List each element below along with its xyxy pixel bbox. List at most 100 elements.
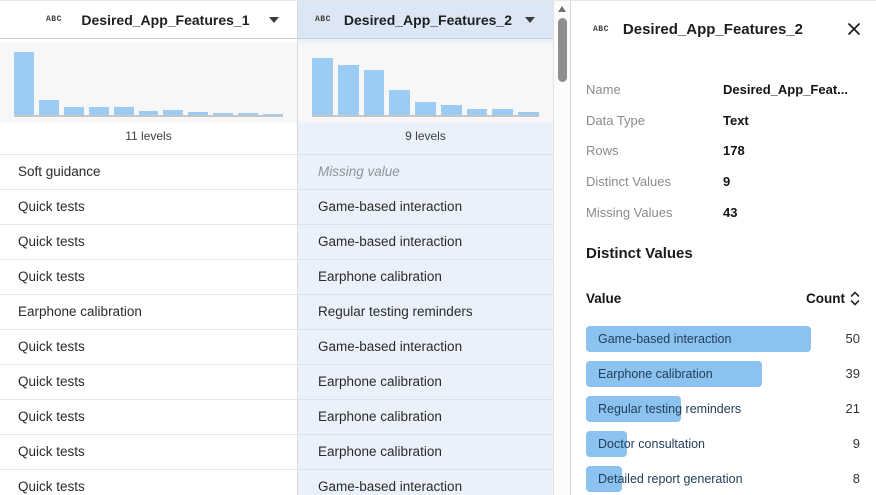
distinct-values-list: Game-based interaction 50 Earphone calibra… [586, 326, 860, 495]
histogram-bar [518, 111, 540, 115]
histogram-bar [466, 108, 488, 115]
distinct-value-label: Doctor consultation [598, 437, 706, 451]
field-row: Rows 178 [586, 135, 864, 166]
histogram-bar [238, 113, 259, 115]
table-cell[interactable]: Missing value [298, 155, 553, 190]
column-summary-fields: Name Desired_App_Feat... Data Type Text Rows… [586, 74, 864, 227]
scroll-up-arrow-icon[interactable] [558, 6, 566, 12]
field-value: 9 [723, 173, 731, 189]
column-detail-panel: ABC Desired_App_Features_2 Name Desired_A… [570, 1, 876, 495]
distinct-value-row[interactable]: Earphone calibration 39 [586, 361, 860, 387]
table-cell[interactable]: Game-based interaction [298, 330, 553, 365]
count-column-label: Count [806, 291, 845, 306]
column-cells-2: Missing value Game-based interaction Game-… [298, 154, 553, 495]
field-label: Missing Values [586, 204, 673, 220]
column-header-2[interactable]: ABC Desired_App_Features_2 [298, 1, 553, 39]
table-cell[interactable]: Regular testing reminders [298, 295, 553, 330]
histogram-bar [363, 70, 385, 115]
levels-label: 11 levels [125, 129, 172, 143]
field-row: Data Type Text [586, 105, 864, 136]
distinct-value-row[interactable]: Detailed report generation 8 [586, 466, 860, 492]
scrollbar-thumb[interactable] [558, 18, 567, 82]
table-cell[interactable]: Earphone calibration [298, 260, 553, 295]
text-type-icon: ABC [46, 15, 62, 24]
table-cell[interactable]: Quick tests [0, 330, 297, 365]
histogram-bar [263, 113, 283, 115]
table-cell[interactable]: Game-based interaction [298, 470, 553, 495]
distinct-value-row[interactable]: Regular testing reminders 21 [586, 396, 860, 422]
table-cell[interactable]: Soft guidance [0, 155, 297, 190]
table-cell[interactable]: Quick tests [0, 190, 297, 225]
panel-title: Desired_App_Features_2 [622, 20, 803, 38]
histogram-bar [440, 104, 462, 115]
histogram-2[interactable] [298, 43, 553, 123]
sort-icon [850, 291, 860, 306]
column-title: Desired_App_Features_2 [343, 11, 512, 28]
count-column-header[interactable]: Count [806, 291, 860, 306]
field-label: Distinct Values [586, 173, 672, 189]
distinct-value-label: Game-based interaction [598, 332, 732, 346]
text-type-icon: ABC [315, 15, 331, 24]
column-cells-1: Soft guidance Quick tests Quick tests Quick… [0, 154, 297, 495]
distinct-value-bar [586, 466, 622, 492]
chevron-down-icon[interactable] [525, 16, 535, 23]
distinct-value-bar [586, 326, 811, 352]
field-value: 178 [723, 143, 745, 159]
table-cell[interactable]: Quick tests [0, 470, 297, 495]
histogram-1[interactable] [0, 43, 297, 123]
table-cell[interactable]: Quick tests [0, 225, 297, 260]
histogram-bar [38, 99, 59, 115]
distinct-values-heading: Distinct Values [586, 245, 693, 262]
table-cell[interactable]: Earphone calibration [298, 400, 553, 435]
distinct-value-label: Detailed report generation [598, 472, 743, 486]
field-row: Distinct Values 9 [586, 166, 864, 197]
column-title: Desired_App_Features_1 [81, 11, 250, 28]
distinct-value-count: 8 [852, 471, 860, 486]
distinct-value-count: 9 [852, 436, 860, 451]
data-column-1: ABC Desired_App_Features_1 11 levels Sof… [0, 1, 298, 495]
field-label: Rows [586, 143, 619, 159]
histogram-bar [163, 110, 184, 115]
table-cell[interactable]: Game-based interaction [298, 225, 553, 260]
field-label: Data Type [586, 112, 646, 128]
distinct-value-count: 39 [845, 366, 860, 381]
distinct-value-bar [586, 361, 762, 387]
field-row: Name Desired_App_Feat... [586, 74, 864, 105]
vertical-scrollbar[interactable] [553, 1, 570, 495]
value-column-header: Value [586, 291, 622, 306]
distinct-value-bar [586, 431, 627, 457]
levels-label: 9 levels [405, 129, 446, 143]
table-cell[interactable]: Quick tests [0, 435, 297, 470]
histogram-bar [188, 111, 209, 115]
histogram-bar [88, 107, 109, 115]
histogram-bar [415, 101, 436, 115]
column-histogram-zone-1: 11 levels [0, 43, 297, 154]
table-cell[interactable]: Game-based interaction [298, 190, 553, 225]
table-cell[interactable]: Earphone calibration [298, 435, 553, 470]
table-cell[interactable]: Quick tests [0, 260, 297, 295]
field-label: Name [586, 81, 621, 97]
panel-header: ABC Desired_App_Features_2 [571, 1, 876, 41]
histogram-bar [389, 89, 411, 115]
histogram-bar [312, 58, 333, 115]
column-header-1[interactable]: ABC Desired_App_Features_1 [0, 1, 297, 39]
histogram-bar [14, 52, 34, 115]
distinct-value-bar [586, 396, 681, 422]
close-icon[interactable] [842, 17, 866, 41]
table-cell[interactable]: Earphone calibration [0, 295, 297, 330]
table-cell[interactable]: Quick tests [0, 400, 297, 435]
distinct-value-row[interactable]: Game-based interaction 50 [586, 326, 860, 352]
histogram-bar [63, 107, 84, 115]
distinct-value-row[interactable]: Doctor consultation 9 [586, 431, 860, 457]
column-histogram-zone-2: 9 levels [298, 43, 553, 154]
distinct-value-label: Earphone calibration [598, 367, 713, 381]
data-column-2: ABC Desired_App_Features_2 9 levels Miss… [298, 1, 553, 495]
distinct-value-count: 50 [845, 331, 860, 346]
distinct-values-table-header: Value Count [586, 291, 860, 306]
chevron-down-icon[interactable] [269, 16, 279, 23]
field-value: Text [723, 112, 749, 128]
distinct-value-count: 21 [845, 401, 860, 416]
table-cell[interactable]: Quick tests [0, 365, 297, 400]
table-cell[interactable]: Earphone calibration [298, 365, 553, 400]
histogram-bar [492, 109, 514, 115]
